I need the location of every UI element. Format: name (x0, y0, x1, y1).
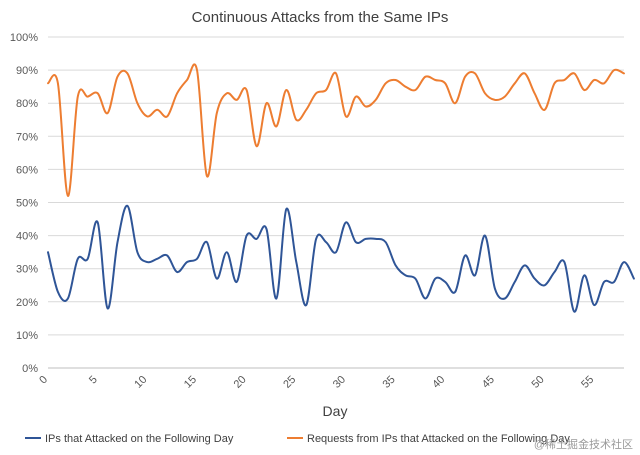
x-tick-label: 50 (530, 374, 547, 391)
x-tick-label: 55 (579, 374, 596, 391)
y-tick-label: 40% (16, 231, 38, 243)
y-tick-label: 10% (16, 330, 38, 342)
legend: IPs that Attacked on the Following Day Re… (25, 433, 570, 445)
grid (48, 36, 624, 369)
plot-area (47, 63, 635, 313)
y-tick-label: 0% (22, 363, 38, 375)
x-tick-label: 0 (37, 374, 50, 387)
y-tick-label: 100% (10, 32, 38, 44)
legend-label: IPs that Attacked on the Following Day (45, 433, 234, 445)
x-tick-label: 45 (480, 374, 497, 391)
series-line-ips (47, 204, 635, 313)
x-tick-label: 15 (182, 374, 199, 391)
x-axis-label: Day (323, 403, 348, 419)
y-tick-label: 30% (16, 264, 38, 276)
y-tick-label: 90% (16, 65, 38, 77)
y-tick-label: 70% (16, 131, 38, 143)
x-tick-label: 20 (232, 374, 249, 391)
y-tick-label: 20% (16, 297, 38, 309)
legend-label: Requests from IPs that Attacked on the F… (307, 433, 570, 445)
watermark: @稀土掘金技术社区 (534, 437, 633, 451)
x-tick-label: 5 (87, 374, 100, 387)
y-tick-label: 80% (16, 98, 38, 110)
x-tick-label: 35 (381, 374, 398, 391)
chart-title: Continuous Attacks from the Same IPs (192, 9, 449, 26)
series-line-requests (47, 63, 625, 197)
x-tick-label: 10 (132, 374, 149, 391)
y-axis: 0% 10% 20% 30% 40% 50% 60% 70% 80% 90% 100% (10, 32, 38, 375)
y-tick-label: 60% (16, 164, 38, 176)
x-tick-label: 25 (281, 374, 298, 391)
x-tick-label: 40 (430, 374, 447, 391)
x-axis: 0 5 10 15 20 25 30 35 40 45 50 55 (37, 374, 596, 391)
y-tick-label: 50% (16, 198, 38, 210)
x-tick-label: 30 (331, 374, 348, 391)
